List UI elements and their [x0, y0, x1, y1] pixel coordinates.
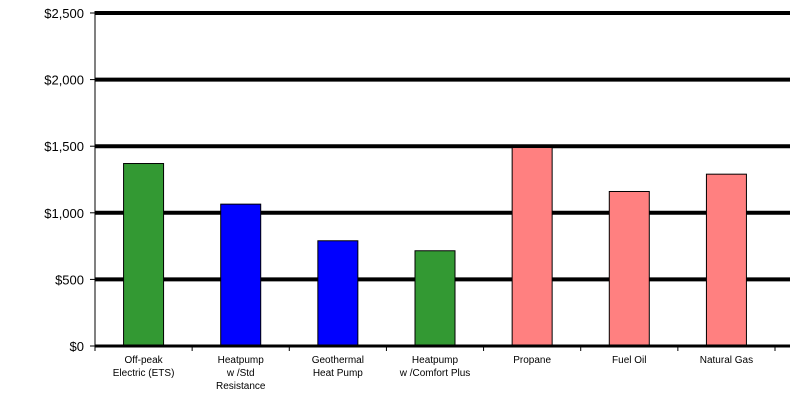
bar [123, 163, 165, 347]
y-tick-label: $1,500 [44, 139, 84, 154]
x-tick-label: Fuel Oil [612, 355, 646, 366]
bar [414, 250, 456, 347]
gridlines [95, 11, 790, 282]
axes [90, 11, 790, 351]
x-tick-label: Geothermal Heat Pump [312, 355, 364, 379]
x-tick-label: Natural Gas [700, 355, 753, 366]
y-tick-labels: $0 $500 $1,000 $1,500 $2,000 $2,500 [44, 6, 84, 354]
x-tick-label: Heatpump w /Std Resistance [216, 355, 266, 392]
bar [317, 240, 359, 347]
x-tick-labels: Off-peak Electric (ETS) Heatpump w /Std Resi… [113, 355, 753, 392]
bar [511, 147, 553, 347]
bar [705, 173, 747, 347]
x-tick-label: Off-peak Electric (ETS) [113, 355, 175, 379]
x-tick-label: Heatpump w /Comfort Plus [399, 355, 471, 379]
bar [608, 190, 650, 347]
y-tick-label: $0 [70, 339, 84, 354]
y-tick-label: $2,500 [44, 6, 84, 21]
y-tick-label: $2,000 [44, 73, 84, 88]
y-tick-label: $500 [55, 272, 84, 287]
bar [220, 203, 262, 347]
y-tick-label: $1,000 [44, 206, 84, 221]
bars [123, 147, 747, 347]
x-tick-label: Propane [513, 355, 551, 366]
